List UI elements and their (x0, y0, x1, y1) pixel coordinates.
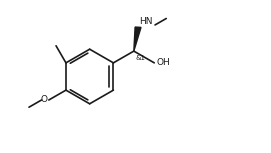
Text: OH: OH (157, 58, 171, 67)
Polygon shape (134, 27, 141, 51)
Text: HN: HN (139, 17, 153, 26)
Text: O: O (40, 95, 47, 104)
Text: &1: &1 (136, 55, 146, 61)
